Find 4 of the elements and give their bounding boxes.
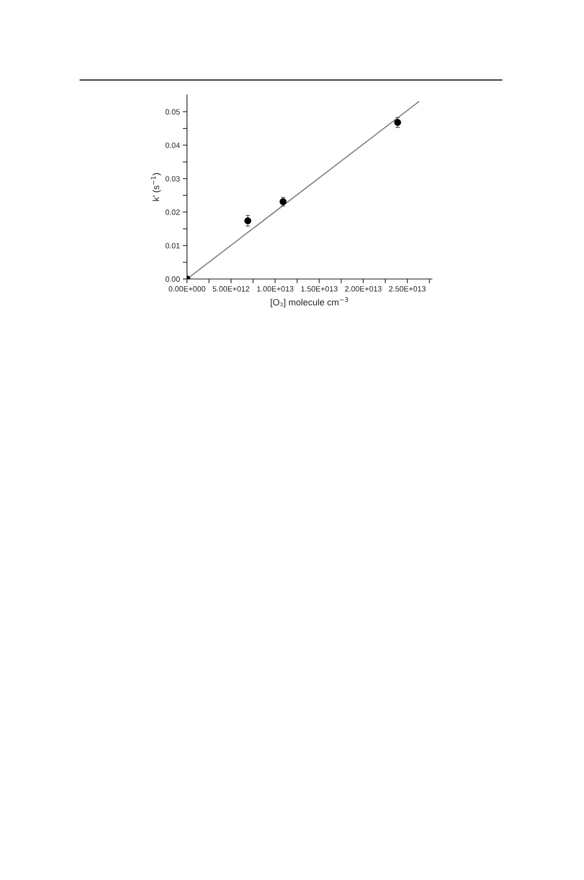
point [244, 217, 252, 224]
point [394, 118, 402, 126]
y-axis-title: k′ (s$^{−1}$) [151, 173, 161, 201]
x-axis-title: [O₃] molecule cm$^{−3}$ [270, 297, 348, 308]
